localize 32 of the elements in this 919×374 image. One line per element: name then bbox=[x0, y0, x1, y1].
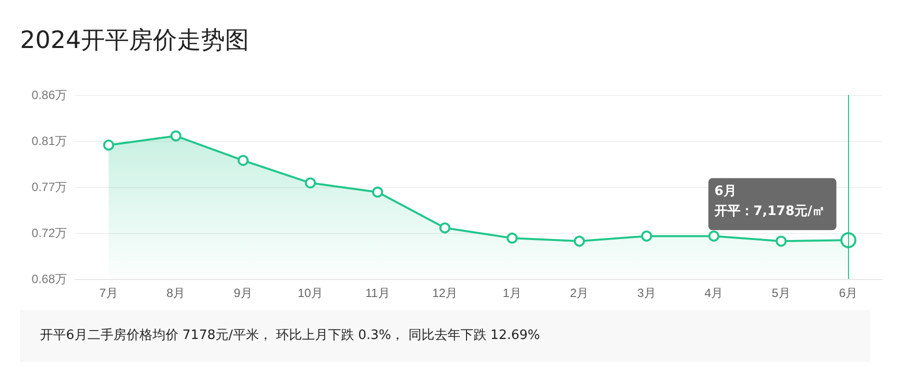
point bbox=[776, 236, 787, 247]
point bbox=[641, 230, 652, 242]
point bbox=[574, 236, 585, 247]
y-tick-label: 0.86万 bbox=[32, 88, 67, 102]
point bbox=[304, 177, 316, 188]
annotation: 开平：7,178元/㎡ bbox=[713, 204, 826, 220]
y-tick-label: 0.77万 bbox=[32, 180, 67, 194]
annotation: 6月 bbox=[714, 184, 736, 200]
x-tick-label: 11月 bbox=[365, 286, 390, 300]
point bbox=[238, 154, 249, 166]
point bbox=[708, 230, 720, 242]
y-tick-label: 0.81万 bbox=[32, 134, 67, 148]
x-tick-label: 7月 bbox=[99, 286, 118, 300]
x-tick-label: 3月 bbox=[637, 286, 656, 300]
point bbox=[372, 186, 384, 198]
x-tick-label: 10月 bbox=[298, 286, 324, 300]
point bbox=[439, 222, 450, 234]
x-tick-label: 4月 bbox=[704, 286, 724, 300]
point bbox=[506, 232, 518, 244]
x-tick-label: 5月 bbox=[772, 286, 790, 300]
y-tick-label: 0.72万 bbox=[32, 226, 67, 240]
point bbox=[170, 130, 182, 142]
chart-title: 2024开平房价走势图 bbox=[20, 25, 250, 56]
x-tick-label: 1月 bbox=[502, 286, 522, 300]
point bbox=[103, 140, 114, 151]
x-tick-label: 6月 bbox=[839, 286, 858, 300]
x-tick-label: 9月 bbox=[234, 286, 252, 300]
x-tick-label: 8月 bbox=[166, 286, 186, 300]
x-tick-label: 12月 bbox=[432, 286, 458, 300]
text: 开平6月二手房价格均价 7178元/平米， 环比上月下跌 0.3%， 同比去年下跌 12.69% bbox=[20, 310, 870, 362]
y-tick-label: 0.68万 bbox=[32, 272, 67, 286]
x-tick-label: 2月 bbox=[570, 286, 589, 300]
